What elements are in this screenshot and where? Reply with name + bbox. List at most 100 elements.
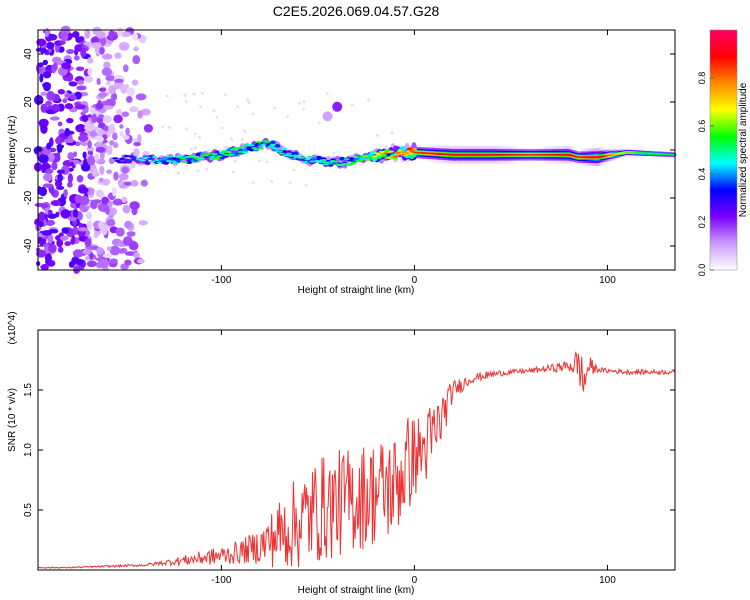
noise-blob — [105, 75, 116, 82]
ridge-mark — [343, 158, 350, 161]
noise-blob — [133, 141, 142, 147]
x-tick-label: 0 — [412, 575, 418, 586]
ridge-mark — [362, 155, 369, 158]
ridge-mark — [371, 155, 378, 158]
ridge-mark — [258, 147, 265, 150]
noise-blob — [77, 134, 89, 142]
noise-blob — [49, 116, 60, 121]
noise-blob — [78, 186, 89, 194]
ridge-mark — [126, 159, 133, 162]
ridge-mark — [248, 144, 255, 147]
ridge-mark — [211, 153, 218, 156]
noise-blob — [105, 205, 110, 215]
ridge-mark — [228, 153, 235, 156]
noise-blob — [72, 31, 80, 38]
ridge-mark — [223, 153, 230, 156]
ridge-mark — [353, 156, 360, 159]
snr-y-label: SNR (10 * v/v) — [7, 388, 18, 452]
noise-blob — [74, 141, 81, 147]
noise-blob — [116, 108, 123, 115]
noise-blob — [220, 126, 224, 130]
ridge-mark — [392, 155, 399, 158]
snr-panel: -100 0 100 0.5 1.0 1.5 Height of straight li… — [7, 311, 676, 596]
noise-blob — [40, 124, 48, 134]
feature-blob — [322, 111, 333, 122]
ridge-mark — [151, 155, 158, 159]
spectrogram-y-label: Frequency (Hz) — [7, 116, 18, 185]
y-tick-label: -40 — [23, 238, 34, 253]
noise-blob — [231, 170, 235, 174]
noise-blob — [133, 46, 139, 52]
noise-blob — [122, 134, 130, 140]
ridge-mark — [221, 150, 228, 153]
noise-blob — [59, 235, 69, 241]
y-tick-label: 40 — [23, 48, 34, 60]
noise-blob — [375, 133, 379, 137]
noise-blob — [67, 152, 75, 160]
noise-blob — [80, 47, 87, 58]
noise-blob — [123, 84, 129, 89]
ridge-mark — [140, 159, 147, 162]
noise-blob — [40, 263, 49, 271]
noise-blob — [76, 80, 85, 85]
noise-blob — [243, 129, 247, 133]
noise-blob — [121, 196, 128, 203]
noise-blob — [301, 107, 305, 111]
noise-blob — [87, 67, 93, 77]
noise-blob — [74, 194, 83, 204]
noise-blob — [118, 173, 129, 181]
ridge-mark — [149, 160, 156, 163]
noise-blob — [75, 66, 85, 72]
noise-blob — [44, 253, 52, 263]
noise-blob — [286, 115, 290, 119]
noise-blob — [167, 125, 171, 129]
ridge-mark — [670, 153, 677, 156]
ridge-mark — [260, 143, 267, 147]
noise-blob — [204, 167, 208, 171]
x-tick-label: 100 — [599, 575, 616, 586]
ridge-mark — [276, 150, 283, 153]
y-tick-label: -20 — [23, 190, 34, 205]
noise-blob — [108, 30, 115, 40]
noise-blob — [95, 146, 106, 153]
noise-blob — [131, 79, 139, 86]
noise-blob — [125, 95, 133, 103]
ridge-mark — [332, 160, 339, 163]
snr-x-label: Height of straight line (km) — [298, 585, 415, 596]
ridge-mark — [207, 152, 214, 155]
ridge-mark — [316, 155, 323, 160]
noise-blob — [215, 115, 219, 119]
noise-blob — [76, 174, 84, 183]
noise-blob — [75, 258, 84, 266]
noise-blob — [91, 113, 97, 124]
ridge-mark — [404, 152, 411, 155]
noise-blob — [140, 108, 151, 116]
noise-blob — [82, 248, 92, 256]
noise-blob — [133, 251, 140, 259]
noise-blob — [43, 164, 50, 170]
noise-blob — [75, 36, 83, 43]
noise-blob — [161, 125, 165, 129]
feature-layer — [322, 101, 343, 122]
noise-blob — [45, 42, 55, 50]
noise-blob — [96, 246, 104, 255]
ridge-mark — [406, 147, 413, 151]
noise-blob — [43, 173, 53, 182]
noise-blob — [288, 181, 292, 185]
noise-blob — [72, 208, 79, 218]
ridge-mark — [302, 160, 309, 164]
noise-blob — [98, 128, 104, 138]
noise-blob — [101, 225, 108, 236]
noise-blob — [44, 168, 54, 175]
colorbar-tick-label: 0.8 — [697, 72, 707, 85]
noise-blob — [390, 131, 394, 135]
noise-blob — [109, 245, 121, 256]
ridge-mark — [186, 160, 193, 165]
noise-blob — [48, 209, 53, 215]
noise-blob — [66, 49, 75, 55]
noise-blob — [193, 132, 197, 136]
noise-blob — [124, 251, 136, 256]
ridge-mark — [267, 145, 274, 148]
noise-blob — [119, 124, 124, 129]
